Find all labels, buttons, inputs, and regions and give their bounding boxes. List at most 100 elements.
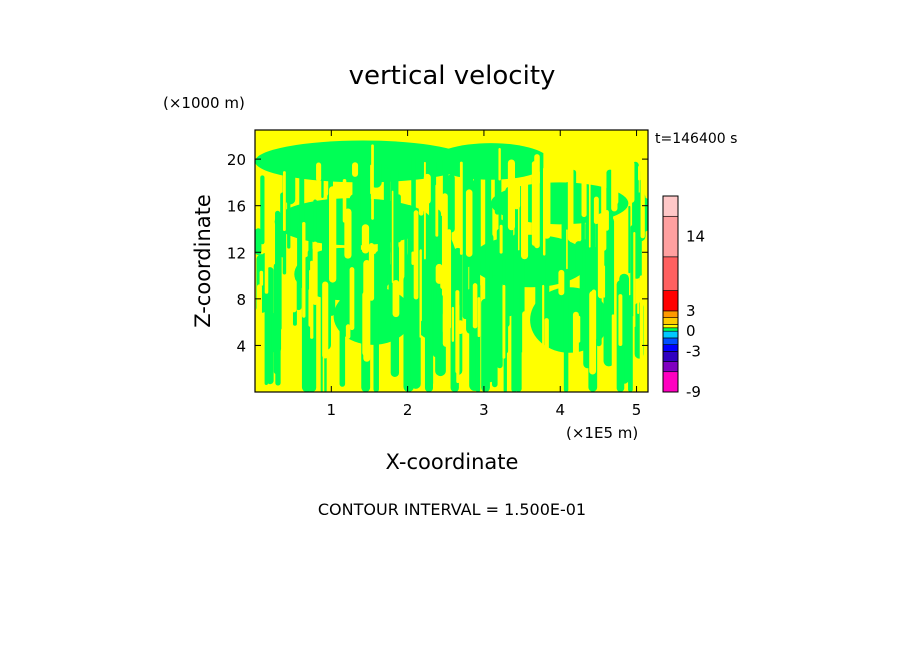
colorbar-band xyxy=(662,330,679,339)
colorbar-tick-label: 3 xyxy=(686,302,696,320)
negative-streak xyxy=(396,194,401,243)
positive-streak xyxy=(507,159,516,231)
positive-streak xyxy=(413,210,419,300)
negative-streak xyxy=(410,270,421,389)
negative-streak xyxy=(485,233,494,272)
negative-streak xyxy=(423,276,432,314)
positive-streak xyxy=(419,249,422,338)
colorbar-band xyxy=(662,195,679,217)
colorbar-band xyxy=(662,337,679,345)
y-tick-label: 8 xyxy=(236,291,246,309)
positive-streak xyxy=(611,314,615,392)
positive-streak xyxy=(309,269,313,294)
colorbar-band xyxy=(662,371,679,393)
positive-streak xyxy=(601,168,607,251)
positive-streak xyxy=(345,324,351,339)
positive-streak xyxy=(566,229,568,270)
positive-streak xyxy=(418,188,424,216)
positive-streak xyxy=(257,284,262,356)
negative-streak xyxy=(287,179,291,249)
positive-streak xyxy=(329,186,337,283)
negative-streak xyxy=(498,170,502,237)
negative-streak xyxy=(373,298,379,392)
colorbar-band xyxy=(662,215,679,258)
colorbar-band xyxy=(662,290,679,312)
colorbar-band xyxy=(662,327,679,332)
positive-streak xyxy=(521,176,529,260)
x-tick-label: 5 xyxy=(632,401,642,419)
time-label: t=146400 s xyxy=(655,131,737,147)
positive-streak xyxy=(604,209,609,231)
positive-streak xyxy=(361,224,370,254)
x-tick-label: 1 xyxy=(327,401,337,419)
positive-streak xyxy=(633,231,636,328)
negative-streak xyxy=(321,169,324,199)
positive-streak xyxy=(618,294,623,346)
positive-streak xyxy=(312,241,318,306)
y-axis-ticks: 4 8 12 16 20 xyxy=(227,151,648,355)
negative-streak xyxy=(628,205,631,274)
positive-streak xyxy=(543,149,551,239)
positive-streak xyxy=(640,146,645,239)
y-axis-label: Z-coordinate xyxy=(191,194,215,328)
positive-streak xyxy=(628,160,635,203)
colorbar-tick-label: -3 xyxy=(686,342,701,360)
positive-streak xyxy=(581,148,587,218)
positive-streak xyxy=(451,306,455,342)
colorbar-band xyxy=(662,310,679,318)
positive-streak xyxy=(498,147,501,181)
positive-streak xyxy=(316,162,322,182)
positive-streak xyxy=(542,284,545,370)
negative-streak xyxy=(271,312,282,354)
negative-streak xyxy=(429,158,437,289)
colorbar-band xyxy=(662,351,679,362)
y-unit-label: (×1000 m) xyxy=(163,94,245,112)
positive-streak xyxy=(637,294,640,314)
positive-streak xyxy=(459,161,463,255)
positive-streak xyxy=(322,281,329,359)
negative-streak xyxy=(266,267,274,385)
x-tick-label: 2 xyxy=(403,401,413,419)
y-tick-label: 12 xyxy=(227,244,246,262)
positive-streak xyxy=(423,161,426,260)
negative-streak xyxy=(496,228,503,369)
negative-streak xyxy=(407,205,412,353)
positive-streak xyxy=(349,267,355,331)
positive-streak xyxy=(588,148,591,248)
colorbar-frame xyxy=(662,195,679,393)
colorbar xyxy=(662,195,679,393)
positive-streak xyxy=(502,284,506,359)
positive-streak xyxy=(465,189,473,257)
positive-streak xyxy=(392,280,400,318)
positive-streak xyxy=(391,190,394,283)
colorbar-tick-label: 0 xyxy=(686,322,696,340)
positive-streak xyxy=(282,171,286,232)
negative-streak xyxy=(437,279,442,339)
plot-frame xyxy=(254,129,649,393)
y-tick-label: 20 xyxy=(227,151,246,169)
positive-streak xyxy=(264,249,269,294)
positive-streak xyxy=(558,269,565,296)
colorbar-band xyxy=(662,344,679,352)
positive-streak xyxy=(362,291,369,357)
negative-streak xyxy=(585,219,596,312)
colorbar-band xyxy=(662,256,679,291)
negative-streak xyxy=(404,237,408,296)
negative-streak xyxy=(575,241,583,275)
positive-streak xyxy=(290,279,297,313)
positive-streak xyxy=(435,263,443,284)
x-tick-label: 3 xyxy=(479,401,489,419)
negative-streak xyxy=(295,275,302,311)
positive-streak xyxy=(499,224,503,254)
positive-streak xyxy=(352,162,359,177)
negative-streak xyxy=(260,175,265,245)
negative-streak xyxy=(628,295,633,392)
positive-streak xyxy=(435,184,439,237)
positive-streak xyxy=(456,304,460,384)
colorbar-tick-labels: 14 3 0 -3 -9 xyxy=(686,228,705,401)
positive-streak xyxy=(472,283,478,329)
x-tick-label: 4 xyxy=(555,401,565,419)
colorbar-band xyxy=(662,324,679,329)
negative-streak xyxy=(255,228,262,255)
